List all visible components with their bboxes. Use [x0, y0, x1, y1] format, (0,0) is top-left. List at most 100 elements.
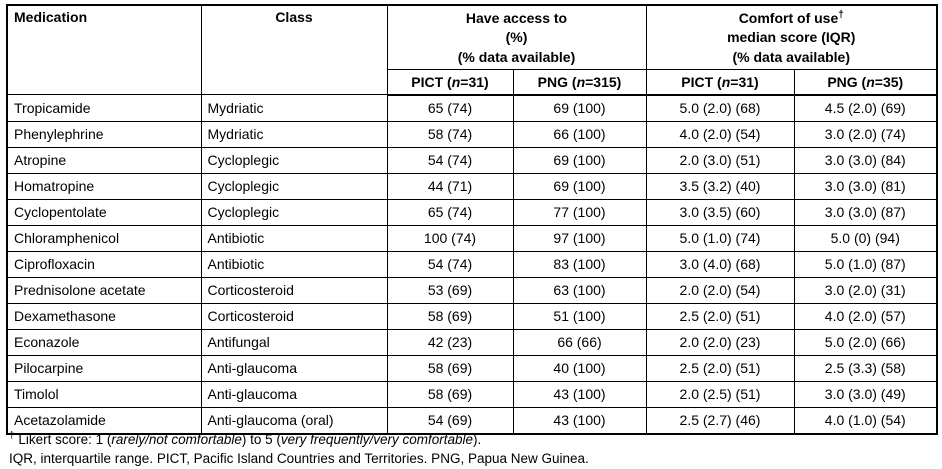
- cell-comfort-png: 2.5 (3.3) (58): [793, 354, 938, 382]
- cell-access-png: 66 (100): [512, 120, 647, 148]
- col-group-comfort: Comfort of use† median score (IQR) (% da…: [645, 4, 938, 70]
- cell-access-png: 43 (100): [512, 380, 647, 408]
- cell-access-pict: 100 (74): [386, 224, 514, 252]
- group-access-line2: (%): [505, 29, 528, 46]
- subheader-count: =35): [874, 73, 904, 90]
- cell-comfort-pict: 2.0 (2.5) (51): [645, 380, 795, 408]
- group-comfort-line1: Comfort of use: [738, 10, 839, 26]
- cell-class: Cycloplegic: [200, 198, 388, 226]
- cell-comfort-pict: 5.0 (2.0) (68): [645, 94, 795, 122]
- cell-access-pict: 42 (23): [386, 328, 514, 356]
- cell-medication: Chloramphenicol: [6, 224, 202, 252]
- cell-comfort-pict: 3.0 (4.0) (68): [645, 250, 795, 278]
- cell-comfort-png: 4.0 (1.0) (54): [793, 406, 938, 435]
- cell-access-png: 63 (100): [512, 276, 647, 304]
- group-access-line3: (% data available): [457, 48, 576, 65]
- cell-class: Cycloplegic: [200, 172, 388, 200]
- cell-comfort-png: 3.0 (3.0) (87): [793, 198, 938, 226]
- subheader-text: PICT (: [411, 73, 452, 90]
- subheader-text: PNG (: [827, 73, 867, 90]
- cell-class: Antifungal: [200, 328, 388, 356]
- table-row: Ciprofloxacin Antibiotic 54 (74) 83 (100) 3.…: [6, 250, 938, 278]
- footnote-likert-post: ).: [473, 432, 482, 447]
- cell-comfort-pict: 2.5 (2.0) (51): [645, 354, 795, 382]
- table-row: Tropicamide Mydriatic 65 (74) 69 (100) 5.0 (…: [6, 94, 938, 122]
- medication-table: Medication Class Have access to (%) (% d…: [6, 4, 938, 435]
- subheader-count: =31): [460, 73, 489, 90]
- subheader-count: =315): [585, 73, 622, 90]
- col-header-class: Class: [200, 4, 388, 96]
- group-header-row: Medication Class Have access to (%) (% d…: [6, 4, 938, 96]
- cell-medication: Cyclopentolate: [6, 198, 202, 226]
- table-row: Prednisolone acetate Corticosteroid 53 (69…: [6, 276, 938, 304]
- cell-comfort-pict: 3.5 (3.2) (40): [645, 172, 795, 200]
- cell-comfort-png: 5.0 (1.0) (87): [793, 250, 938, 278]
- table-row: Homatropine Cycloplegic 44 (71) 69 (100) 3.5…: [6, 172, 938, 200]
- subheader-n: n: [451, 73, 461, 90]
- cell-access-pict: 54 (74): [386, 250, 514, 278]
- col-header-medication: Medication: [6, 4, 202, 96]
- subheader-n: n: [721, 73, 731, 90]
- cell-access-pict: 65 (74): [386, 198, 514, 226]
- cell-class: Cycloplegic: [200, 146, 388, 174]
- cell-access-png: 69 (100): [512, 94, 647, 122]
- cell-class: Anti-glaucoma (oral): [200, 406, 388, 435]
- cell-access-png: 83 (100): [512, 250, 647, 278]
- cell-comfort-png: 4.0 (2.0) (57): [793, 302, 938, 330]
- subheader-comfort-pict: PICT (n=31): [645, 68, 795, 96]
- cell-access-png: 77 (100): [512, 198, 647, 226]
- cell-access-png: 40 (100): [512, 354, 647, 382]
- subheader-text: PNG (: [537, 73, 577, 90]
- cell-access-png: 51 (100): [512, 302, 647, 330]
- table-row: Phenylephrine Mydriatic 58 (74) 66 (100) 4.0…: [6, 120, 938, 148]
- cell-class: Corticosteroid: [200, 302, 388, 330]
- cell-comfort-png: 3.0 (2.0) (74): [793, 120, 938, 148]
- footnote-likert-mid: ) to 5 (: [241, 432, 281, 447]
- cell-medication: Atropine: [6, 146, 202, 174]
- cell-comfort-pict: 2.5 (2.0) (51): [645, 302, 795, 330]
- cell-medication: Prednisolone acetate: [6, 276, 202, 304]
- cell-class: Antibiotic: [200, 224, 388, 252]
- group-access-line1: Have access to: [465, 10, 568, 26]
- subheader-access-png: PNG (n=315): [512, 68, 647, 96]
- cell-comfort-pict: 4.0 (2.0) (54): [645, 120, 795, 148]
- cell-class: Mydriatic: [200, 94, 388, 122]
- cell-access-png: 66 (66): [512, 328, 647, 356]
- cell-access-pict: 58 (69): [386, 302, 514, 330]
- cell-comfort-png: 4.5 (2.0) (69): [793, 94, 938, 122]
- cell-access-pict: 58 (69): [386, 380, 514, 408]
- cell-medication: Dexamethasone: [6, 302, 202, 330]
- table-row: Chloramphenicol Antibiotic 100 (74) 97 (100…: [6, 224, 938, 252]
- cell-comfort-png: 5.0 (2.0) (66): [793, 328, 938, 356]
- cell-comfort-pict: 2.0 (2.0) (23): [645, 328, 795, 356]
- cell-comfort-png: 3.0 (2.0) (31): [793, 276, 938, 304]
- cell-comfort-png: 5.0 (0) (94): [793, 224, 938, 252]
- subheader-count: =31): [730, 73, 759, 90]
- cell-comfort-pict: 2.0 (3.0) (51): [645, 146, 795, 174]
- cell-medication: Homatropine: [6, 172, 202, 200]
- cell-comfort-png: 3.0 (3.0) (49): [793, 380, 938, 408]
- cell-medication: Econazole: [6, 328, 202, 356]
- cell-comfort-png: 3.0 (3.0) (84): [793, 146, 938, 174]
- table-row: Acetazolamide Anti-glaucoma (oral) 54 (69)…: [6, 406, 938, 435]
- subheader-n: n: [576, 73, 586, 90]
- cell-class: Anti-glaucoma: [200, 354, 388, 382]
- subheader-access-pict: PICT (n=31): [386, 68, 514, 96]
- footnote-likert: † Likert score: 1 (rarely/not comfortabl…: [9, 430, 589, 449]
- footnote-dagger: †: [9, 430, 15, 442]
- cell-medication: Phenylephrine: [6, 120, 202, 148]
- subheader-n: n: [866, 73, 875, 90]
- cell-class: Mydriatic: [200, 120, 388, 148]
- comfort-dagger: †: [838, 9, 844, 21]
- cell-access-pict: 53 (69): [386, 276, 514, 304]
- cell-access-pict: 58 (69): [386, 354, 514, 382]
- cell-comfort-png: 3.0 (3.0) (81): [793, 172, 938, 200]
- table-body: Tropicamide Mydriatic 65 (74) 69 (100) 5.0 (…: [6, 94, 938, 435]
- cell-class: Corticosteroid: [200, 276, 388, 304]
- col-group-access: Have access to (%) (% data available): [386, 4, 647, 70]
- table-row: Pilocarpine Anti-glaucoma 58 (69) 40 (100) 2…: [6, 354, 938, 382]
- cell-access-png: 97 (100): [512, 224, 647, 252]
- cell-medication: Tropicamide: [6, 94, 202, 122]
- table-row: Atropine Cycloplegic 54 (74) 69 (100) 2.0 (3…: [6, 146, 938, 174]
